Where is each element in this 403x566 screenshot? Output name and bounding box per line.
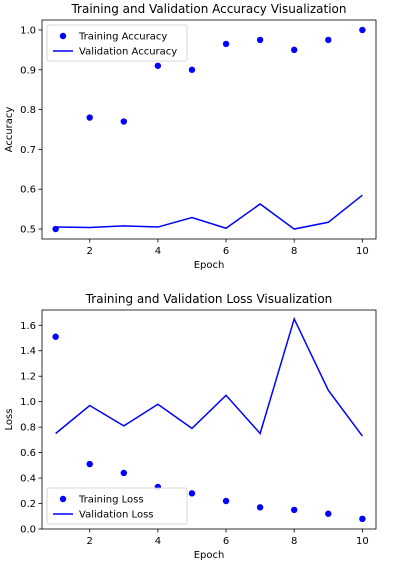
data-point	[154, 62, 162, 69]
chart-title: Training and Validation Loss Visualizati…	[85, 292, 333, 306]
data-point	[291, 46, 298, 54]
data-point	[120, 469, 127, 477]
legend-label: Training Accuracy	[78, 32, 167, 43]
legend-label: Validation Loss	[79, 510, 154, 521]
x-tick-label: 8	[291, 536, 297, 547]
x-tick-label: 4	[155, 536, 161, 547]
legend: Training Loss Validation Loss	[46, 487, 188, 525]
y-tick-label: 0.8	[20, 423, 36, 434]
y-tick-label: 1.2	[20, 372, 36, 383]
x-tick-label: 2	[87, 246, 93, 257]
data-point	[86, 460, 93, 468]
data-point	[256, 36, 264, 44]
chart-1: Training and Validation Accuracy Visuali…	[4, 2, 377, 271]
y-tick-label: 0.4	[20, 474, 36, 485]
data-point	[256, 504, 264, 511]
x-tick-label: 6	[223, 536, 229, 547]
data-point	[359, 515, 366, 523]
data-point	[291, 506, 298, 514]
data-point	[120, 118, 127, 125]
series-line	[55, 316, 363, 437]
data-point	[188, 66, 196, 73]
data-point	[222, 40, 230, 48]
legend-point-swatch	[59, 495, 67, 503]
x-tick-label: 6	[223, 246, 229, 257]
legend-box	[46, 24, 188, 62]
y-tick-label: 0.7	[20, 145, 36, 156]
chart-title: Training and Validation Accuracy Visuali…	[70, 2, 346, 16]
x-tick-label: 10	[356, 246, 369, 257]
data-point	[325, 36, 332, 44]
y-tick-label: 0.2	[20, 499, 36, 510]
y-tick-label: 0.8	[20, 105, 36, 116]
plot-frame	[41, 309, 377, 530]
x-tick-label: 4	[155, 246, 161, 257]
data-point	[188, 490, 196, 497]
x-axis-label: Epoch	[194, 260, 225, 271]
legend-label: Training Loss	[78, 495, 144, 506]
series-line	[55, 194, 363, 230]
series-training-accuracy	[52, 26, 366, 233]
y-tick-label: 1.0	[20, 397, 36, 408]
chart-2: Training and Validation Loss Visualizati…	[4, 292, 377, 561]
data-point	[86, 114, 93, 121]
x-axis-label: Epoch	[194, 550, 225, 561]
x-tick-label: 8	[291, 246, 297, 257]
legend: Training Accuracy Validation Accuracy	[46, 24, 188, 62]
y-tick-label: 1.4	[20, 346, 36, 357]
y-axis-label: Loss	[4, 409, 15, 431]
data-point	[222, 497, 230, 505]
legend-point-swatch	[59, 32, 67, 40]
data-point	[359, 26, 366, 34]
data-point	[52, 333, 59, 340]
y-tick-label: 0.5	[20, 225, 36, 236]
y-tick-label: 1.6	[20, 321, 36, 332]
plot-frame	[41, 19, 377, 240]
legend-box	[46, 487, 188, 525]
series-validation-accuracy	[55, 194, 363, 230]
legend-label: Validation Accuracy	[79, 47, 177, 58]
x-tick-label: 2	[87, 536, 93, 547]
series-validation-loss	[55, 316, 363, 437]
y-tick-label: 0.6	[20, 185, 36, 196]
y-tick-label: 0.9	[20, 65, 36, 76]
x-tick-label: 10	[356, 536, 369, 547]
y-tick-label: 1.0	[20, 25, 36, 36]
y-tick-label: 0.0	[20, 525, 36, 536]
data-point	[325, 510, 332, 517]
y-tick-label: 0.6	[20, 448, 36, 459]
y-axis-label: Accuracy	[4, 107, 15, 153]
